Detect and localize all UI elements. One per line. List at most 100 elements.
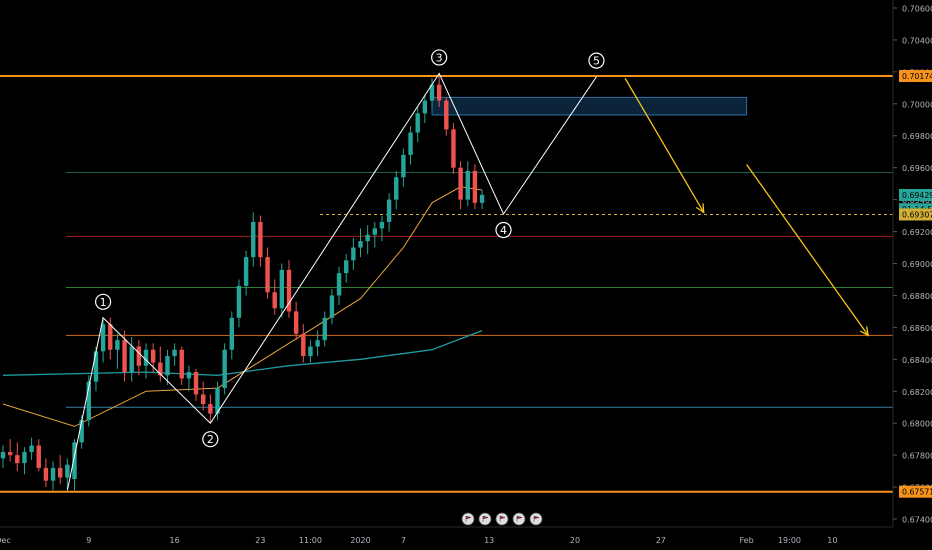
price-axis-label-bg <box>899 70 932 83</box>
candle[interactable] <box>379 215 385 242</box>
candle[interactable] <box>436 73 442 107</box>
candle[interactable] <box>136 340 142 376</box>
candle[interactable] <box>258 215 263 267</box>
candle[interactable] <box>351 237 356 270</box>
supply-zone-rect[interactable] <box>431 96 748 116</box>
flag-icon[interactable] <box>529 512 543 526</box>
candle-body <box>58 467 63 478</box>
candle[interactable] <box>208 394 213 424</box>
candle-body <box>222 349 227 389</box>
candle[interactable] <box>386 193 392 232</box>
candle-body <box>472 170 478 203</box>
candle[interactable] <box>100 317 106 363</box>
candle[interactable] <box>229 311 234 360</box>
candle[interactable] <box>336 266 342 306</box>
candle[interactable] <box>429 78 435 107</box>
candle[interactable] <box>43 458 49 488</box>
flag-icon[interactable] <box>478 512 492 526</box>
candle[interactable] <box>401 148 406 187</box>
candle[interactable] <box>272 279 277 315</box>
candle[interactable] <box>301 324 306 363</box>
candle[interactable] <box>315 330 320 357</box>
wave-label-circle <box>588 52 605 69</box>
forecast-arrow[interactable] <box>746 164 870 337</box>
candle[interactable] <box>50 461 56 491</box>
candle[interactable] <box>293 301 299 341</box>
candle[interactable] <box>158 346 163 382</box>
candle[interactable] <box>472 164 478 210</box>
candle-body <box>201 394 206 405</box>
forecast-arrow[interactable] <box>624 77 705 214</box>
plot-area[interactable]: 1 2 3 4 5 <box>0 49 893 493</box>
time-tick-label: 13 <box>484 536 494 545</box>
candle[interactable] <box>243 250 249 296</box>
candle[interactable] <box>186 365 192 392</box>
candle[interactable] <box>365 225 370 254</box>
candle[interactable] <box>165 349 170 385</box>
candle[interactable] <box>322 311 327 347</box>
candle[interactable] <box>65 458 70 489</box>
wave-label-text: 4 <box>500 224 507 237</box>
wave-label-5[interactable]: 5 <box>588 52 605 69</box>
candle[interactable] <box>344 253 349 283</box>
candle[interactable] <box>143 343 149 379</box>
candle[interactable] <box>251 212 256 267</box>
candle[interactable] <box>172 343 177 366</box>
candle[interactable] <box>36 439 41 472</box>
event-icon-circle <box>529 512 543 526</box>
candle[interactable] <box>279 263 285 318</box>
bottom-icons[interactable] <box>461 512 543 526</box>
candle[interactable] <box>358 228 363 258</box>
candle[interactable] <box>222 343 227 395</box>
candle[interactable] <box>0 445 6 468</box>
candle-body <box>0 451 6 459</box>
candle[interactable] <box>422 94 428 123</box>
time-axis[interactable]: Dec 9 16 23 11:00 2020 7 13 20 27 Feb 19:00 10 <box>0 536 837 545</box>
candle-body <box>93 351 99 382</box>
wave-label-1[interactable]: 1 <box>94 293 112 310</box>
candle[interactable] <box>193 368 199 401</box>
candle[interactable] <box>265 247 270 299</box>
wave-label-2[interactable]: 2 <box>202 431 219 448</box>
candle[interactable] <box>479 190 485 210</box>
candle[interactable] <box>29 437 34 460</box>
price-axis-label-text: 0.70174 <box>902 72 932 81</box>
price-axis-label-bg <box>899 208 932 221</box>
flag-icon[interactable] <box>512 512 526 526</box>
candle[interactable] <box>15 442 20 472</box>
candle[interactable] <box>372 221 377 248</box>
price-axis-label: 0.70174 <box>899 70 932 83</box>
candle[interactable] <box>465 161 470 207</box>
wave-label-4[interactable]: 4 <box>495 221 512 239</box>
candle[interactable] <box>408 126 413 165</box>
price-axis-label-text: 0.69429 <box>902 191 932 200</box>
candle[interactable] <box>72 439 77 491</box>
candle[interactable] <box>7 439 13 462</box>
candle[interactable] <box>115 333 120 369</box>
candle-body <box>351 247 356 261</box>
candle[interactable] <box>329 289 335 325</box>
candle[interactable] <box>58 455 63 484</box>
candle[interactable] <box>22 447 27 475</box>
price-tick-label: 0.68800 <box>902 292 932 301</box>
candle[interactable] <box>236 279 242 328</box>
candle[interactable] <box>201 381 206 411</box>
candle-body <box>79 420 84 443</box>
candle[interactable] <box>179 346 184 385</box>
flag-icon[interactable] <box>495 512 509 526</box>
flag-icon[interactable] <box>461 512 475 526</box>
candle[interactable] <box>394 170 399 210</box>
candle[interactable] <box>86 375 91 427</box>
candle[interactable] <box>215 381 220 421</box>
event-icon-circle <box>495 512 509 526</box>
candle[interactable] <box>451 122 456 175</box>
candle[interactable] <box>286 260 292 318</box>
candle[interactable] <box>444 97 449 136</box>
price-axis[interactable]: 0.706000.704000.702000.700000.698000.696… <box>893 4 932 525</box>
candle[interactable] <box>308 340 313 363</box>
candle[interactable] <box>458 161 463 210</box>
candle[interactable] <box>129 336 134 382</box>
wave-label-3[interactable]: 3 <box>431 49 448 66</box>
candle[interactable] <box>415 106 420 143</box>
